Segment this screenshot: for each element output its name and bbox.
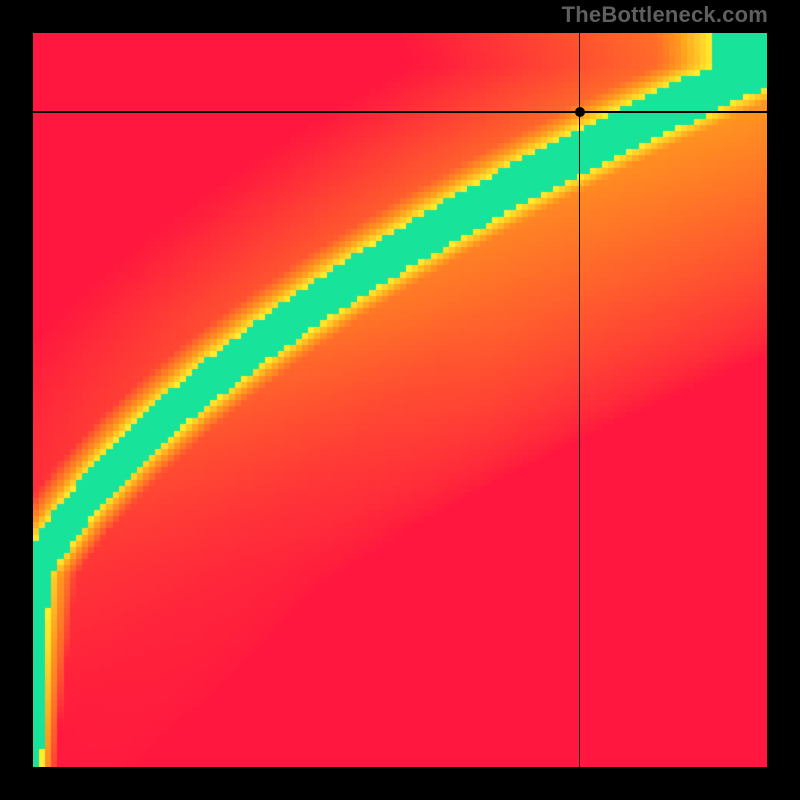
frame-border-bottom bbox=[31, 767, 769, 769]
crosshair-vertical bbox=[579, 33, 581, 767]
watermark-text: TheBottleneck.com bbox=[562, 2, 768, 28]
frame-border-top bbox=[31, 31, 769, 33]
heatmap-canvas bbox=[33, 33, 767, 767]
frame-border-right bbox=[767, 31, 769, 769]
crosshair-marker bbox=[575, 107, 585, 117]
crosshair-horizontal bbox=[33, 111, 767, 113]
frame-border-left bbox=[31, 31, 33, 769]
heatmap-plot bbox=[33, 33, 767, 767]
